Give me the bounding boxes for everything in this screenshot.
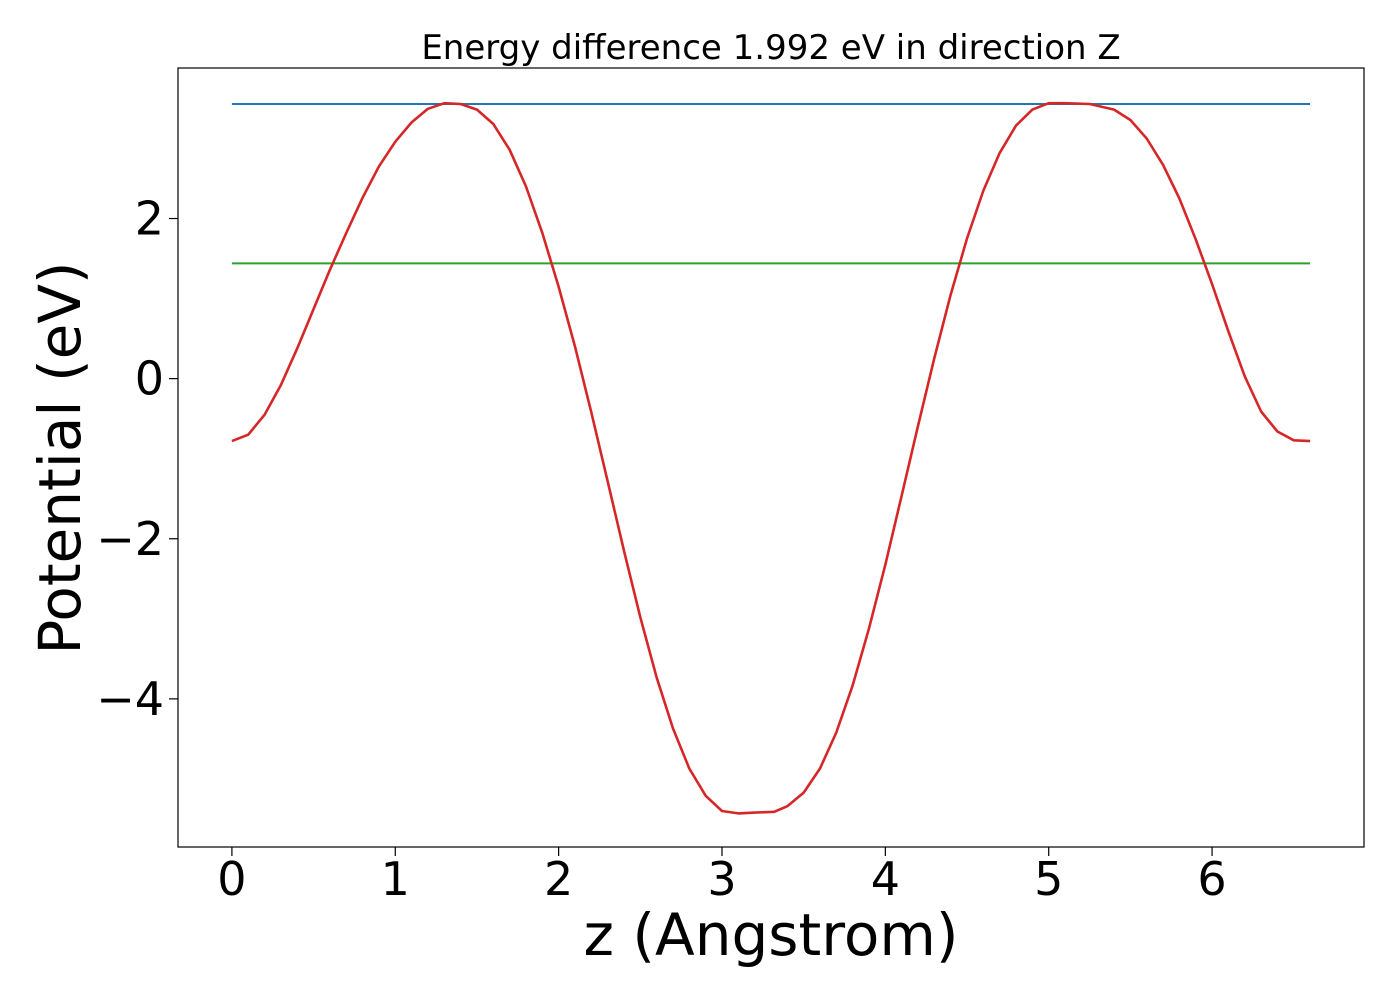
x-tick-label: 1 [381, 852, 410, 906]
x-tick-label: 0 [217, 852, 246, 906]
x-tick-label: 6 [1197, 852, 1226, 906]
series-layer [231, 101, 1311, 815]
x-tick-label: 5 [1034, 852, 1063, 906]
y-tick-label: 2 [135, 192, 164, 246]
series-line-2 [231, 101, 1311, 815]
y-tick-label: −2 [96, 512, 164, 566]
x-tick-label: 4 [871, 852, 900, 906]
chart-title: Energy difference 1.992 eV in direction … [421, 28, 1120, 68]
x-tick-label: 2 [544, 852, 573, 906]
x-tick-label: 3 [707, 852, 736, 906]
x-axis-label: z (Angstrom) [584, 901, 959, 969]
y-tick-label: 0 [135, 352, 164, 406]
ticks-layer: 0 1 2 3 4 5 6 −4 −2 0 2 [96, 192, 1227, 906]
plot-frame [177, 67, 1365, 848]
y-tick-label: −4 [96, 672, 164, 726]
y-axis-label: Potential (eV) [26, 261, 94, 654]
